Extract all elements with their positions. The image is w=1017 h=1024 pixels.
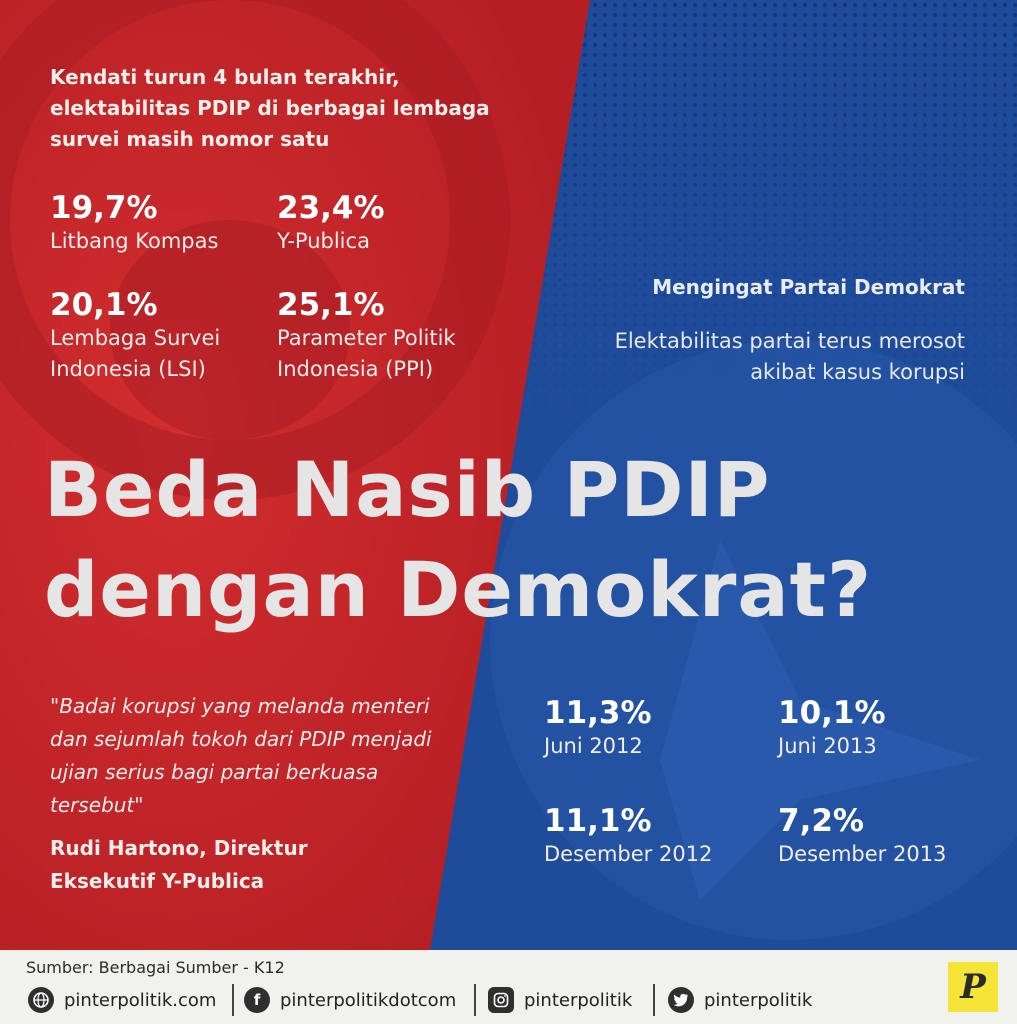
stat-desember-2012: 11,1% Desember 2012 [544, 803, 712, 870]
stat-value: 23,4% [277, 190, 385, 226]
instagram-link[interactable]: pinterpolitik [488, 985, 632, 1015]
divider [232, 984, 234, 1016]
title-line-1: Beda Nasib PDIP [44, 445, 771, 534]
instagram-text: pinterpolitik [524, 989, 633, 1011]
pinterpolitik-logo: P [948, 962, 998, 1012]
facebook-link[interactable]: f pinterpolitikdotcom [244, 985, 456, 1015]
source-text: Sumber: Berbagai Sumber - K12 [26, 958, 285, 977]
globe-icon [28, 987, 54, 1013]
stat-value: 19,7% [50, 190, 158, 226]
website-text: pinterpolitik.com [64, 989, 217, 1011]
stat-value: 25,1% [277, 287, 385, 323]
stat-litbang-kompas: 19,7% Litbang Kompas [50, 190, 218, 257]
stat-label: Parameter Politik Indonesia (PPI) [277, 326, 456, 381]
quote-attribution: Rudi Hartono, Direktur Eksekutif Y-Publi… [50, 836, 308, 893]
divider [474, 984, 476, 1016]
stat-label: Y-Publica [277, 229, 370, 253]
stat-label: Desember 2012 [544, 842, 713, 866]
twitter-icon [668, 987, 694, 1013]
stat-y-publica: 23,4% Y-Publica [277, 190, 385, 257]
stat-label: Lembaga Survei Indonesia (LSI) [50, 326, 221, 381]
stat-label: Juni 2012 [544, 734, 643, 758]
title-line-2: dengan Demokrat? [44, 545, 873, 634]
quote-text: "Badai korupsi yang melanda menteri dan … [50, 694, 432, 817]
stat-value: 11,1% [544, 803, 652, 839]
stat-juni-2012: 11,3% Juni 2012 [544, 695, 652, 762]
stat-ppi: 25,1% Parameter Politik Indonesia (PPI) [277, 287, 497, 385]
instagram-icon [488, 987, 514, 1013]
stat-label: Juni 2013 [778, 734, 877, 758]
website-link[interactable]: pinterpolitik.com [28, 985, 216, 1015]
demokrat-heading: Mengingat Partai Demokrat [652, 275, 965, 299]
page-title: Beda Nasib PDIP dengan Demokrat? [44, 440, 872, 640]
background-art [0, 0, 1017, 950]
divider [653, 984, 655, 1016]
stat-desember-2013: 7,2% Desember 2013 [778, 803, 946, 870]
facebook-text: pinterpolitikdotcom [280, 989, 457, 1011]
facebook-icon: f [244, 987, 270, 1013]
stat-label: Litbang Kompas [50, 229, 219, 253]
intro-text: Kendati turun 4 bulan terakhir, elektabi… [50, 65, 490, 151]
stat-value: 10,1% [778, 695, 886, 731]
stat-value: 11,3% [544, 695, 652, 731]
stat-juni-2013: 10,1% Juni 2013 [778, 695, 886, 762]
stat-label: Desember 2013 [778, 842, 947, 866]
stat-value: 7,2% [778, 803, 864, 839]
demokrat-subtitle: Elektabilitas partai terus merosot akiba… [614, 329, 965, 384]
pdip-emblem-shape [0, 0, 510, 500]
stat-value: 20,1% [50, 287, 158, 323]
twitter-text: pinterpolitik [704, 989, 813, 1011]
stat-lsi: 20,1% Lembaga Survei Indonesia (LSI) [50, 287, 260, 385]
twitter-link[interactable]: pinterpolitik [668, 985, 812, 1015]
